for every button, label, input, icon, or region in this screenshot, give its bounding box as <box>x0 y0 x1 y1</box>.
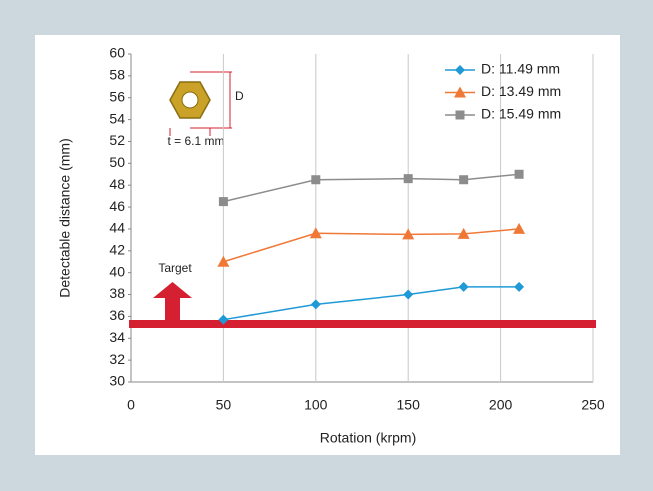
data-point <box>219 197 228 206</box>
y-tick-label: 52 <box>109 132 125 148</box>
y-tick-label: 42 <box>109 242 125 258</box>
y-tick-label: 34 <box>109 329 125 345</box>
y-axis-title: Detectable distance (mm) <box>57 138 73 298</box>
annotation: D <box>235 89 244 103</box>
y-tick-label: 36 <box>109 307 125 323</box>
legend-marker <box>456 111 465 120</box>
legend-label: D: 13.49 mm <box>481 83 561 99</box>
y-tick-label: 56 <box>109 88 125 104</box>
nut-hole <box>182 92 198 108</box>
y-tick-label: 32 <box>109 351 125 367</box>
legend-label: D: 15.49 mm <box>481 106 561 122</box>
legend-label: D: 11.49 mm <box>481 61 560 77</box>
x-tick-label: 50 <box>216 397 232 413</box>
x-tick-label: 100 <box>304 397 328 413</box>
x-tick-label: 150 <box>397 397 421 413</box>
x-tick-label: 250 <box>581 397 605 413</box>
y-tick-label: 48 <box>109 176 125 192</box>
y-tick-label: 58 <box>109 67 125 83</box>
data-point <box>404 174 413 183</box>
target-label: Target <box>158 261 192 275</box>
annotation: t = 6.1 mm <box>167 134 224 148</box>
x-axis-title: Rotation (krpm) <box>320 430 416 446</box>
y-tick-label: 38 <box>109 285 125 301</box>
x-tick-label: 200 <box>489 397 513 413</box>
y-tick-label: 40 <box>109 263 125 279</box>
y-tick-label: 46 <box>109 198 125 214</box>
y-tick-label: 44 <box>109 220 125 236</box>
chart: Rotation (krpm) Detectable distance (mm)… <box>0 0 653 486</box>
y-tick-label: 60 <box>109 45 125 61</box>
page: {"chart_data": {"type": "line", "xlabel"… <box>0 0 653 491</box>
data-point <box>515 170 524 179</box>
data-point <box>459 175 468 184</box>
y-tick-label: 30 <box>109 373 125 389</box>
x-tick-label: 0 <box>127 397 135 413</box>
y-tick-label: 54 <box>109 110 125 126</box>
y-tick-label: 50 <box>109 154 125 170</box>
data-point <box>311 175 320 184</box>
